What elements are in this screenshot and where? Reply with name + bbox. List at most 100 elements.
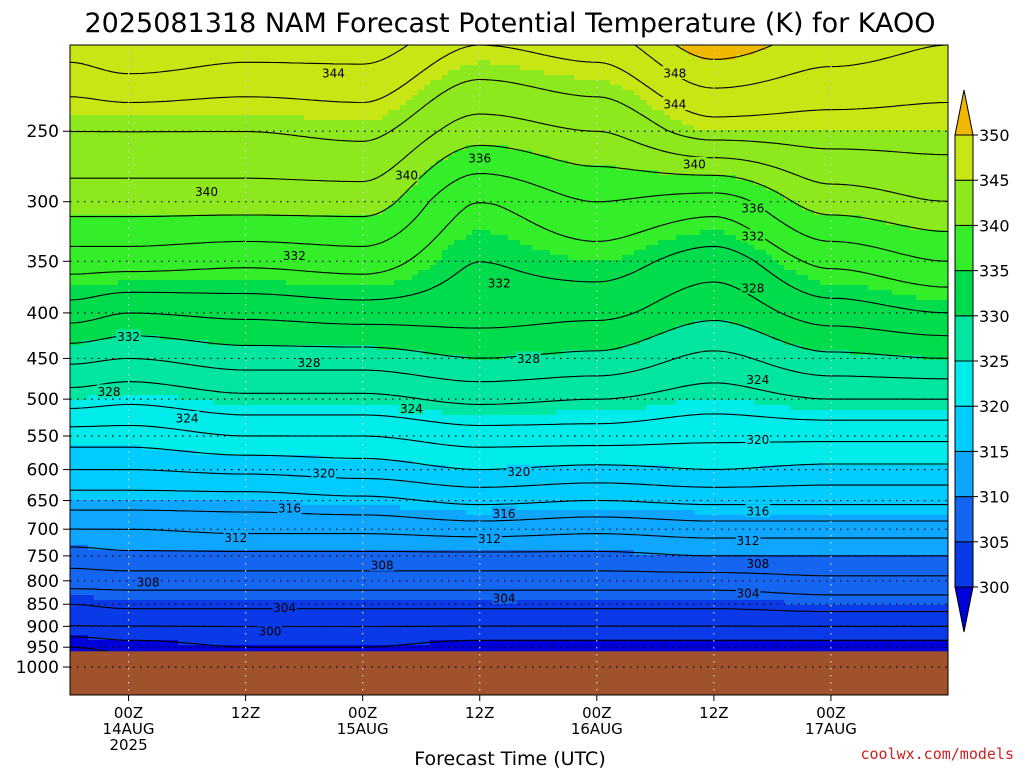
contour-line-334 (70, 245, 948, 314)
contour-label: 332 (486, 275, 512, 290)
contour-fill-cell (466, 235, 509, 241)
contour-fill-cell (70, 50, 689, 56)
contour-label-bg (740, 201, 766, 215)
contour-fill-cell (754, 50, 948, 56)
contour-fill-cell (682, 45, 767, 51)
contour-line-324 (70, 403, 948, 427)
contour-fill-cell (886, 220, 948, 226)
contour-fill-cell (70, 640, 179, 646)
y-tick-label: 950 (27, 638, 59, 658)
contour-fill-cell (70, 310, 948, 316)
contour-label-text: 300 (259, 625, 282, 639)
contour-fill-cell (70, 185, 413, 191)
contour-fill-cell (802, 345, 948, 351)
contour-fill-cell (70, 275, 413, 281)
contour-label-text: 348 (663, 66, 686, 80)
contour-fill-cell (574, 75, 948, 81)
contour-label: 328 (96, 384, 122, 399)
contour-fill-cell (70, 320, 695, 326)
x-tick-label: 17AUG (805, 720, 857, 738)
contour-label-bg (467, 151, 492, 165)
contour-line-308 (70, 567, 948, 577)
contour-label-text: 324 (176, 412, 199, 426)
contour-fill-cell (652, 335, 773, 341)
contour-fill-cell (70, 440, 948, 446)
contour-fill-cell (70, 330, 665, 336)
contour-label: 344 (662, 97, 688, 112)
x-tick-label: 2025 (109, 736, 147, 754)
contour-fill-cell (70, 170, 425, 176)
contour-label: 304 (491, 590, 517, 605)
contour-fill-cell (70, 190, 407, 196)
contour-fill-cell (70, 480, 948, 486)
contour-label: 304 (735, 586, 761, 601)
contour-label-text: 320 (507, 465, 530, 479)
contour-fill-cell (412, 185, 767, 191)
contour-fill-cell (808, 275, 948, 281)
contour-label-text: 320 (746, 433, 769, 447)
contour-fill-cell (502, 355, 923, 361)
contour-label: 328 (516, 351, 541, 366)
contour-fill-cell (418, 175, 737, 181)
contour-label: 308 (135, 574, 161, 589)
contour-fill-cell (70, 70, 449, 76)
contour-fill-cell (772, 255, 948, 261)
contour-fill-cell (70, 280, 119, 286)
contour-fill-cell (70, 245, 449, 251)
contour-fill-cell (448, 70, 545, 76)
contour-line-332 (70, 281, 948, 337)
y-tick-label: 800 (27, 572, 59, 592)
contour-label: 324 (745, 372, 771, 387)
contour-label-bg (96, 384, 122, 398)
contour-fill-cell (784, 265, 948, 271)
contour-line-344 (70, 78, 948, 156)
contour-label-bg (116, 329, 141, 343)
contour-label-bg (272, 600, 297, 614)
contour-fill-cell (652, 105, 948, 111)
contour-label-bg (745, 432, 771, 446)
contour-fill-cell (70, 165, 431, 171)
contour-fill-cell (694, 510, 948, 516)
contour-fill-cell (70, 230, 473, 236)
contour-fill-cell (118, 280, 287, 286)
contour-fill-cell (70, 495, 948, 501)
contour-label-text: 328 (98, 385, 121, 399)
contour-fill-cell (70, 225, 911, 231)
contour-fill-cell (70, 575, 948, 581)
contour-label: 316 (745, 504, 771, 519)
contour-fill-cell (388, 110, 665, 116)
contour-fill-cell (70, 585, 948, 591)
contour-fill-cell (70, 405, 407, 411)
y-tick-label: 550 (27, 427, 59, 447)
contour-fill-cell (70, 415, 948, 421)
contour-lines (70, 45, 948, 687)
contour-fill-cell (70, 635, 89, 641)
colorbar-extend-top (954, 89, 974, 136)
plot-frame (69, 44, 949, 696)
contour-fill-cell (70, 350, 425, 356)
contour-label: 312 (735, 533, 761, 548)
contour-fill-cell (778, 260, 948, 266)
x-tick-label: 14AUG (103, 720, 155, 738)
contour-fill-cell (664, 330, 761, 336)
contour-fill-cell (400, 105, 653, 111)
contour-fill-cell (676, 325, 749, 331)
contour-fill-cell (784, 195, 948, 201)
contour-label-text: 328 (741, 281, 764, 295)
contour-label-text: 312 (737, 534, 760, 548)
contour-label-bg (735, 586, 761, 600)
y-tick-label: 1000 (16, 658, 59, 678)
contour-fill-cell (382, 210, 815, 216)
contour-fill-cell (442, 255, 569, 261)
contour-fill-cell (208, 340, 641, 346)
y-tick-label: 300 (27, 193, 59, 213)
contour-fill-cell (376, 345, 623, 351)
contour-fill-cell (640, 340, 785, 346)
contour-fill-cell (82, 340, 209, 346)
contour-label-text: 328 (517, 352, 540, 366)
contour-fill-cell (436, 160, 569, 166)
colorbar-label: 340 (979, 216, 1010, 235)
contour-label-bg (257, 624, 283, 638)
contour-fill-cell (418, 90, 635, 96)
